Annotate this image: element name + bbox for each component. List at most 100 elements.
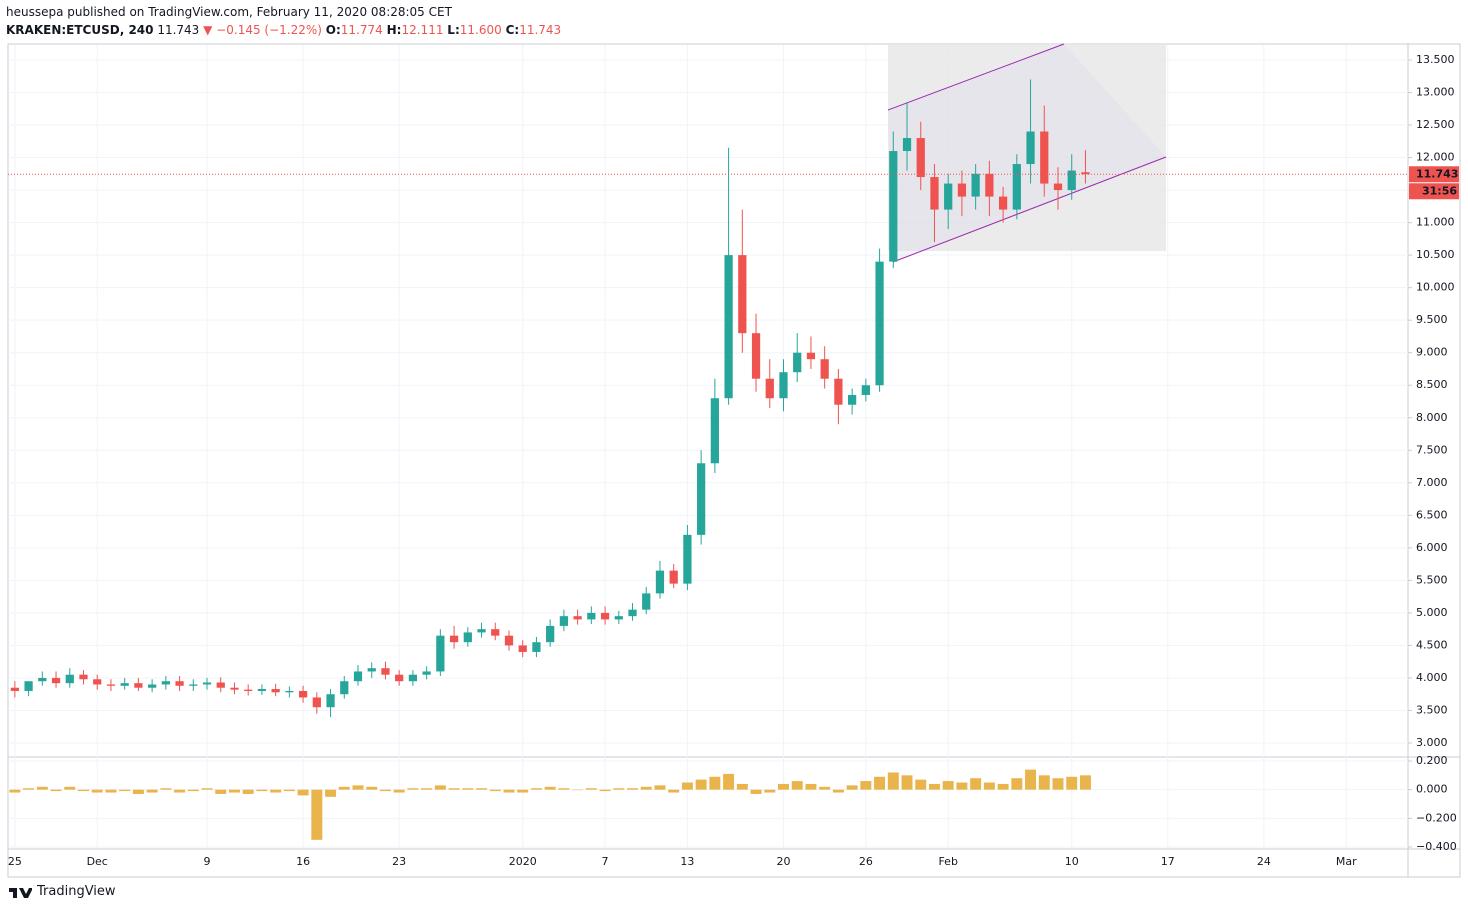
osc-bar (517, 789, 529, 793)
osc-bar (311, 789, 323, 840)
candle-body (614, 616, 623, 620)
osc-bar (558, 788, 570, 790)
osc-bar (146, 789, 158, 793)
y-tick-label: 13.500 (1416, 53, 1455, 66)
candle-body (436, 635, 445, 672)
osc-bar (544, 786, 556, 790)
osc-bar (805, 783, 817, 790)
candle-body (395, 674, 404, 682)
y-tick-label: 3.500 (1416, 703, 1448, 716)
osc-bar (736, 783, 748, 790)
osc-bar (476, 788, 488, 790)
y-tick-label: 7.500 (1416, 443, 1448, 456)
osc-bar (448, 788, 460, 790)
osc-bar (1038, 775, 1050, 790)
candle-body (985, 173, 994, 197)
candle-body (353, 671, 363, 682)
osc-bar (105, 789, 117, 793)
y-tick-label: 7.000 (1416, 476, 1448, 489)
osc-bar (434, 785, 446, 790)
o-label: O: (325, 23, 341, 37)
y-tick-label: 3.000 (1416, 736, 1448, 749)
x-tick-label: 17 (1161, 855, 1175, 868)
osc-bar (393, 789, 405, 793)
x-tick-label: 20 (776, 855, 790, 868)
candle-body (10, 687, 19, 691)
candle-body (875, 261, 884, 386)
candle-body (518, 645, 527, 652)
osc-bar (352, 785, 364, 790)
osc-bar (421, 788, 433, 790)
publisher: heussepa published on TradingView.com, F… (6, 5, 452, 19)
countdown-tag (1409, 183, 1459, 200)
osc-bar (1079, 775, 1091, 790)
osc-bar (983, 782, 995, 790)
osc-bar (627, 788, 638, 790)
osc-bar (928, 783, 940, 790)
osc-bar (36, 786, 48, 790)
candle-body (848, 394, 857, 405)
y-tick-label: 13.000 (1416, 85, 1455, 98)
osc-bar (970, 778, 982, 790)
candle-body (1067, 170, 1076, 191)
symbol-line: KRAKEN:ETCUSD, 240 11.743 ▼ −0.145 (−1.2… (6, 23, 561, 37)
candle-body (216, 682, 225, 688)
x-tick-label: Feb (938, 855, 957, 868)
candle-body (724, 255, 733, 399)
candle-body (1081, 172, 1090, 175)
osc-bar (723, 773, 735, 790)
candle-body (93, 679, 102, 685)
footer: TradingView (8, 884, 116, 899)
last-price-label: 11.743 (1416, 167, 1458, 180)
osc-bar (613, 788, 625, 790)
candle-body (340, 681, 349, 695)
candle-body (477, 629, 486, 633)
candle-body (642, 593, 651, 610)
candle-body (148, 684, 157, 688)
candle-body (1012, 164, 1021, 210)
osc-bar (9, 789, 21, 793)
x-tick-label: 10 (1065, 855, 1079, 868)
y-tick-label: −0.400 (1416, 840, 1457, 853)
candle-body (683, 534, 692, 584)
candle-body (312, 697, 321, 708)
osc-bar (283, 789, 295, 792)
osc-bar (78, 789, 89, 792)
osc-bar (832, 789, 844, 793)
candle-body (532, 642, 541, 652)
candle-body (779, 372, 788, 399)
osc-bar (64, 786, 76, 790)
osc-bar (215, 789, 227, 794)
candle-body (244, 689, 253, 691)
osc-bar (174, 789, 186, 793)
channel-bottom (892, 156, 1167, 263)
change: ▼ −0.145 (−1.22%) (203, 23, 322, 37)
candle-body (628, 609, 637, 617)
osc-bar (681, 782, 693, 790)
countdown: 31:56 (1422, 184, 1457, 197)
y-tick-label: 0.200 (1416, 754, 1448, 767)
y-tick-label: 6.000 (1416, 541, 1448, 554)
c-label: C: (505, 23, 520, 37)
l: 11.600 (459, 23, 502, 37)
candle-body (834, 378, 843, 405)
x-tick-label: 26 (859, 855, 873, 868)
publisher-line: heussepa published on TradingView.com, F… (6, 5, 452, 19)
osc-bar (846, 785, 858, 790)
candle-body (326, 694, 335, 708)
osc-bar (874, 776, 886, 790)
y-tick-label: 12.000 (1416, 151, 1455, 164)
o: 11.774 (340, 23, 383, 37)
candle-body (134, 683, 143, 688)
candle-body (79, 674, 88, 680)
x-tick-label: 7 (602, 855, 609, 868)
osc-bar (228, 789, 240, 793)
channel-top (887, 43, 1065, 111)
osc-bar (764, 789, 776, 793)
candle-body (161, 681, 170, 685)
osc-bar (132, 789, 144, 794)
y-tick-label: 4.500 (1416, 638, 1448, 651)
x-tick-label: 16 (296, 855, 310, 868)
candle-body (38, 677, 47, 682)
marks (8, 79, 1408, 840)
